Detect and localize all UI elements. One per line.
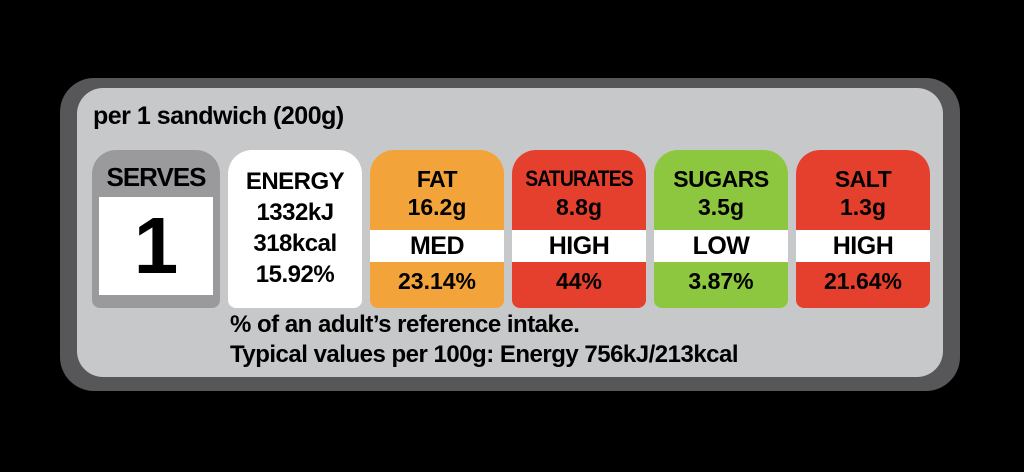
- footnote: % of an adult’s reference intake. Typica…: [230, 310, 739, 370]
- saturates-title: SATURATES: [525, 166, 633, 191]
- salt-percent: 21.64%: [823, 268, 902, 294]
- footnote-reference-intake: % of an adult’s reference intake.: [230, 311, 580, 338]
- serves-card: SERVES 1: [92, 150, 220, 308]
- salt-amount: 1.3g: [839, 194, 887, 220]
- saturates-level-badge: HIGH: [512, 230, 646, 262]
- energy-card: ENERGY 1332kJ 318kcal 15.92%: [228, 150, 362, 308]
- serves-value: 1: [133, 201, 179, 290]
- serves-value-box: 1: [99, 197, 213, 295]
- energy-percent: 15.92%: [255, 261, 335, 288]
- salt-level-badge: HIGH: [796, 230, 930, 262]
- nutrition-label-panel: per 1 sandwich (200g) SERVES 1 ENERGY 13…: [77, 88, 943, 377]
- footnote-typical-values: Typical values per 100g: Energy 756kJ/21…: [230, 341, 739, 368]
- fat-amount: 16.2g: [407, 194, 467, 220]
- nutrient-cards-row: SERVES 1 ENERGY 1332kJ 318kcal 15.92% FA…: [92, 150, 930, 308]
- saturates-percent: 44%: [555, 268, 603, 294]
- sugars-card: SUGARS 3.5g LOW 3.87%: [654, 150, 788, 308]
- saturates-card: SATURATES 8.8g HIGH 44%: [512, 150, 646, 308]
- energy-kilocalories: 318kcal: [253, 230, 337, 257]
- salt-title: SALT: [834, 166, 892, 192]
- sugars-title: SUGARS: [673, 166, 769, 192]
- salt-card: SALT 1.3g HIGH 21.64%: [796, 150, 930, 308]
- label-outer-frame: per 1 sandwich (200g) SERVES 1 ENERGY 13…: [60, 78, 960, 391]
- sugars-percent: 3.87%: [688, 268, 754, 294]
- fat-level-badge: MED: [370, 230, 504, 262]
- fat-card: FAT 16.2g MED 23.14%: [370, 150, 504, 308]
- serving-size-text: per 1 sandwich (200g): [93, 102, 344, 130]
- sugars-amount: 3.5g: [697, 194, 745, 220]
- serves-title: SERVES: [106, 162, 206, 192]
- sugars-level-badge: LOW: [654, 230, 788, 262]
- energy-kilojoules: 1332kJ: [256, 199, 334, 226]
- saturates-amount: 8.8g: [555, 194, 603, 220]
- fat-percent: 23.14%: [397, 268, 476, 294]
- fat-title: FAT: [416, 166, 458, 192]
- energy-title: ENERGY: [245, 168, 345, 195]
